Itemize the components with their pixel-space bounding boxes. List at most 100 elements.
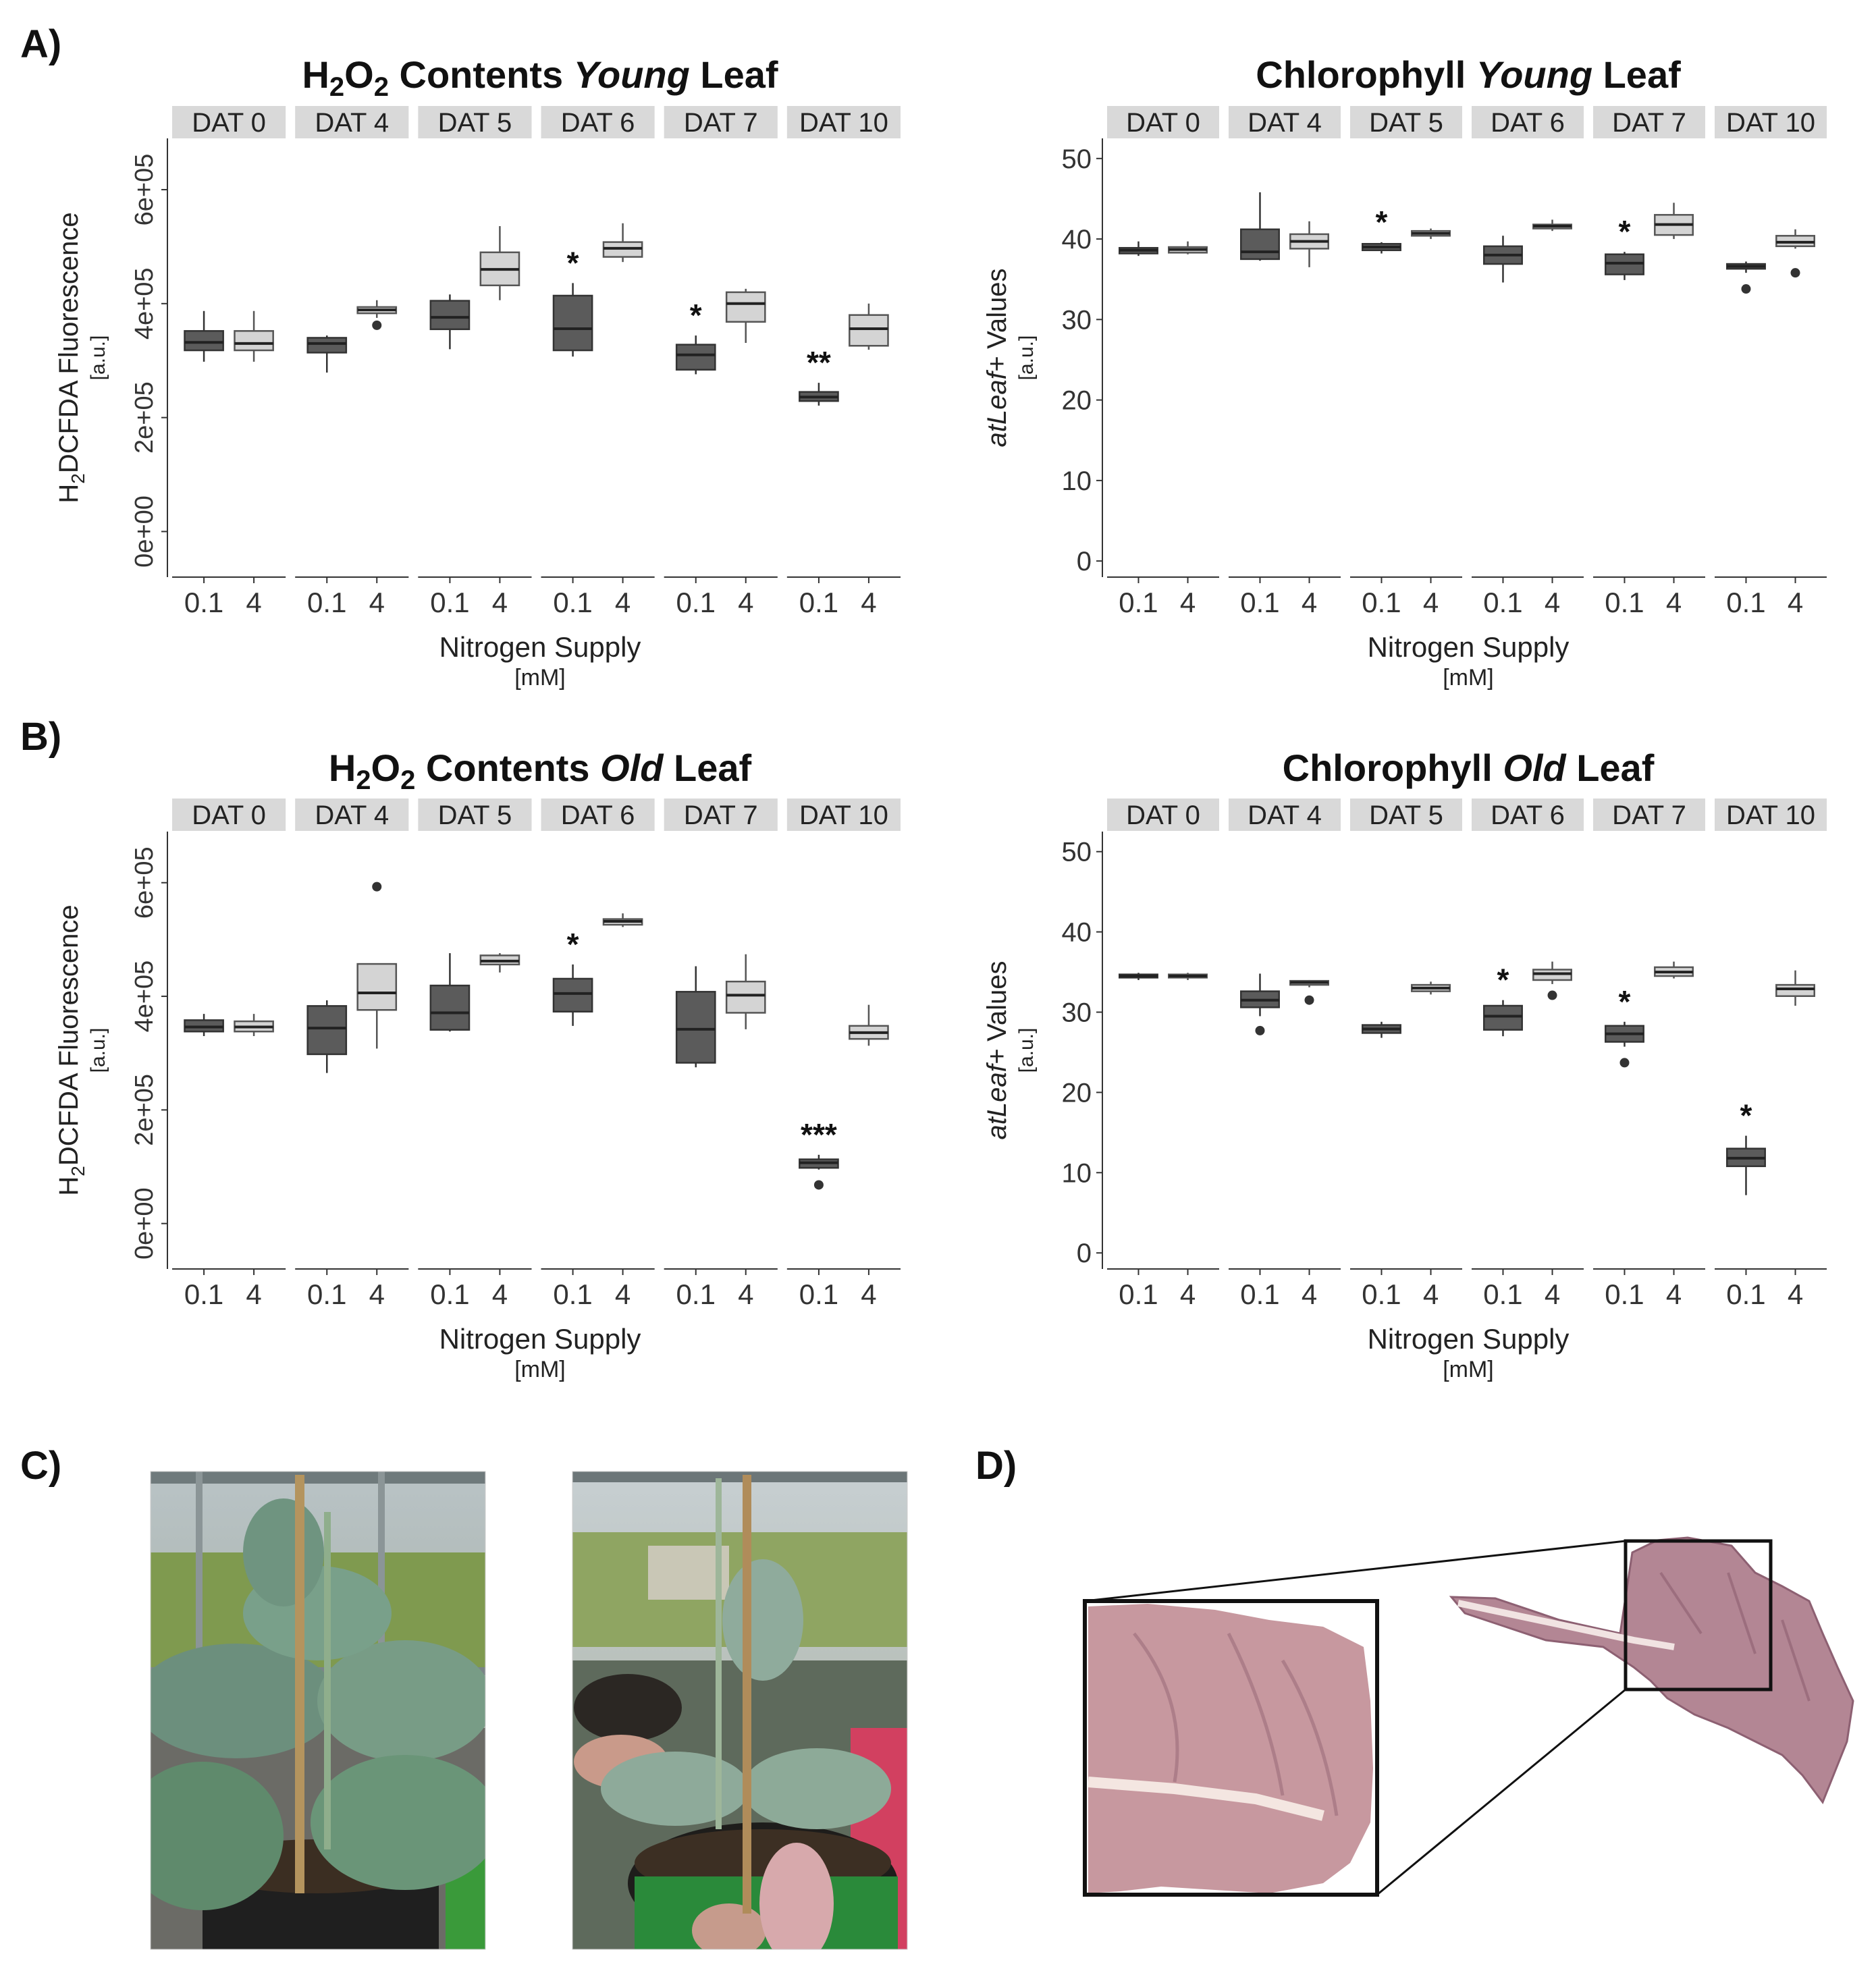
facet-strip — [1593, 106, 1705, 138]
x-tick-label: 0.1 — [184, 587, 223, 618]
facet-strip — [172, 799, 286, 831]
y-tick-label: 4e+05 — [130, 267, 159, 340]
y-tick-label: 4e+05 — [130, 961, 159, 1033]
significance-label: *** — [801, 1117, 837, 1152]
x-tick-label: 4 — [615, 587, 631, 618]
box-outlier — [1790, 268, 1800, 278]
y-tick-label: 6e+05 — [130, 154, 159, 226]
x-tick-label: 4 — [1302, 587, 1317, 618]
facet-label: DAT 5 — [1369, 108, 1443, 138]
y-axis-unit: [a.u.] — [87, 1028, 109, 1073]
facet-label: DAT 6 — [1491, 108, 1565, 138]
x-axis-unit: [mM] — [1443, 665, 1494, 691]
y-axis-title: H2DCFDA Fluorescence — [54, 904, 88, 1195]
y-tick-label: 40 — [1062, 225, 1092, 254]
box-outlier — [1304, 995, 1314, 1005]
x-axis-unit: [mM] — [514, 1357, 566, 1382]
y-axis-unit: [a.u.] — [87, 335, 109, 381]
x-axis-title: Nitrogen Supply — [1368, 631, 1570, 663]
x-tick-label: 4 — [1423, 1278, 1439, 1310]
x-tick-label: 4 — [1180, 1278, 1196, 1310]
facet-dat-7: DAT 7 * 0.1 4 — [664, 106, 778, 618]
y-axis-label: H2DCFDA Fluorescence [a.u.] — [54, 212, 109, 503]
x-tick-label: 0.1 — [184, 1278, 223, 1310]
x-tick-label: 4 — [1545, 1278, 1560, 1310]
y-tick-label: 0 — [1077, 547, 1092, 576]
facet-dat-6: DAT 6 * 0.1 4 — [541, 799, 655, 1310]
facet-label: DAT 10 — [799, 801, 888, 830]
facet-dat-5: DAT 5 0.1 4 — [1350, 799, 1462, 1310]
facet-dat-0: DAT 0 0.1 4 — [172, 106, 286, 618]
facet-strip — [1472, 106, 1584, 138]
senescing-plant-photo — [572, 1471, 908, 1950]
x-tick-label: 4 — [369, 587, 385, 618]
x-tick-label: 0.1 — [1240, 1278, 1279, 1310]
facet-dat-10: DAT 10 ** 0.1 4 — [786, 106, 901, 618]
x-tick-label: 0.1 — [1119, 1278, 1158, 1310]
facet-label: DAT 10 — [1726, 801, 1815, 830]
box-outlier — [813, 1180, 824, 1190]
y-tick-label: 10 — [1062, 466, 1092, 496]
x-tick-label: 0.1 — [1362, 587, 1401, 618]
facet-label: DAT 7 — [684, 108, 758, 138]
facet-strip — [786, 106, 901, 138]
x-tick-label: 0.1 — [676, 587, 716, 618]
x-tick-label: 4 — [1545, 587, 1560, 618]
significance-label: * — [1376, 205, 1388, 240]
chart-title: Chlorophyll Young Leaf — [1256, 53, 1681, 96]
box-outlier — [372, 882, 382, 892]
x-tick-label: 0.1 — [1362, 1278, 1401, 1310]
box-iqr — [356, 963, 398, 1011]
box-iqr — [1483, 1004, 1523, 1031]
panel-label-d: D) — [975, 1444, 1017, 1488]
significance-label: * — [567, 245, 579, 280]
y-tick-label: 0 — [1077, 1239, 1092, 1268]
facet-label: DAT 0 — [192, 108, 266, 138]
panel-label-b: B) — [20, 715, 62, 759]
box-iqr — [675, 991, 716, 1064]
y-tick-label: 6e+05 — [130, 846, 159, 919]
x-tick-label: 4 — [738, 1278, 753, 1310]
x-tick-label: 0.1 — [553, 1278, 592, 1310]
facet-strip — [1107, 799, 1219, 831]
y-axis-label: atLeaf+ Values[a.u.] — [982, 268, 1038, 447]
facet-strip — [1107, 106, 1219, 138]
leaf-zoom-inset — [1083, 1540, 1626, 1897]
facet-dat-5: DAT 5 0.1 4 — [418, 799, 532, 1310]
facet-label: DAT 0 — [1126, 801, 1200, 830]
x-tick-label: 4 — [246, 587, 261, 618]
panel-label-c: C) — [20, 1444, 62, 1488]
chart-h2o2_old: H2O2 Contents Old Leaf H2DCFDA Fluorescen… — [54, 747, 901, 1382]
box-outlier — [1547, 990, 1557, 1000]
facet-label: DAT 4 — [1248, 801, 1322, 830]
chart-title: Chlorophyll Old Leaf — [1283, 747, 1655, 789]
facet-dat-7: DAT 7 * 0.1 4 — [1593, 106, 1705, 618]
chart-chl_old: Chlorophyll Old Leaf atLeaf+ Values[a.u.]… — [982, 747, 1827, 1382]
facet-strip — [541, 106, 655, 138]
x-tick-label: 4 — [861, 587, 876, 618]
chart-title: H2O2 Contents Young Leaf — [302, 53, 778, 102]
x-axis-unit: [mM] — [514, 665, 566, 691]
x-axis-title: Nitrogen Supply — [439, 631, 641, 663]
x-axis-title: Nitrogen Supply — [1368, 1323, 1570, 1355]
facet-strip — [786, 799, 901, 831]
x-tick-label: 4 — [1666, 1278, 1682, 1310]
y-tick-label: 20 — [1062, 386, 1092, 416]
y-tick-label: 40 — [1062, 918, 1092, 948]
x-tick-label: 0.1 — [1240, 587, 1279, 618]
facet-label: DAT 7 — [1612, 108, 1686, 138]
x-tick-label: 4 — [492, 587, 508, 618]
chart-chl_young: Chlorophyll Young Leaf atLeaf+ Values[a.u… — [982, 53, 1827, 691]
facet-dat-7: DAT 7 * 0.1 4 — [1593, 799, 1705, 1310]
x-tick-label: 4 — [246, 1278, 261, 1310]
purple-leaf-photo — [1449, 1536, 1854, 1805]
facet-strip — [1229, 799, 1341, 831]
facet-label: DAT 7 — [1612, 801, 1686, 830]
box-iqr — [234, 330, 274, 352]
x-axis-title: Nitrogen Supply — [439, 1323, 641, 1355]
facet-strip — [295, 106, 409, 138]
y-tick-label: 2e+05 — [130, 1074, 159, 1146]
x-tick-label: 4 — [1666, 587, 1682, 618]
significance-label: * — [1497, 963, 1509, 998]
box-iqr — [552, 294, 593, 352]
